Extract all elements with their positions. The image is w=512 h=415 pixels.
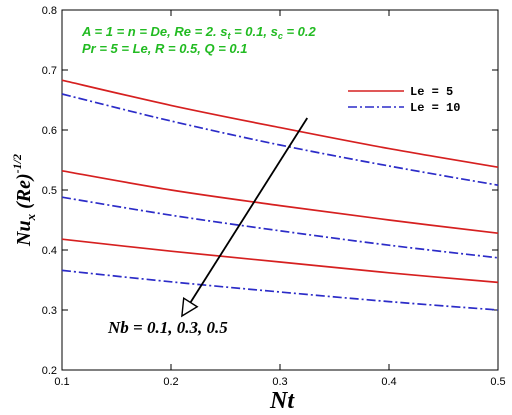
nb-annotation: Nb = 0.1, 0.3, 0.5	[107, 318, 228, 337]
parameter-line-1: A = 1 = n = De, Re = 2. st = 0.1, sc = 0…	[81, 24, 317, 41]
legend-label-le-5: Le = 5	[410, 85, 453, 99]
plot-frame	[61, 9, 499, 371]
y-axis-title: Nux (Re)-1/2	[10, 154, 38, 247]
y-tick-label: 0.5	[42, 185, 57, 197]
x-tick-label: 0.2	[163, 376, 178, 388]
series-le-10-nb-0_1	[61, 93, 499, 187]
series-le-10-nb-0_3	[61, 196, 499, 259]
plot-area	[61, 9, 499, 371]
x-tick-label: 0.3	[272, 376, 287, 388]
parameter-line-2: Pr = 5 = Le, R = 0.5, Q = 0.1	[82, 41, 247, 56]
y-axis-ticks: 0.2 0.3 0.4 0.5 0.6 0.7 0.8	[42, 5, 498, 377]
y-tick-label: 0.8	[42, 5, 57, 17]
x-tick-label: 0.4	[381, 376, 396, 388]
y-tick-label: 0.2	[42, 365, 57, 377]
legend: Le = 5 Le = 10	[348, 85, 460, 115]
x-axis-ticks: 0.1 0.2 0.3 0.4 0.5	[54, 10, 506, 388]
series-le-5-nb-0_3	[61, 169, 499, 235]
x-axis-title: Nt	[269, 388, 295, 414]
series-le-5-nb-0_1	[61, 79, 499, 169]
nb-arrow	[189, 117, 309, 303]
x-tick-label: 0.1	[54, 376, 69, 388]
nb-arrowhead	[181, 297, 199, 318]
series-le-10-nb-0_5	[61, 269, 499, 311]
legend-label-le-10: Le = 10	[410, 101, 460, 115]
y-tick-label: 0.7	[42, 65, 57, 77]
y-tick-label: 0.6	[42, 125, 57, 137]
series-layer	[61, 79, 499, 311]
series-le-5-nb-0_5	[61, 238, 499, 284]
x-tick-label: 0.5	[490, 376, 505, 388]
y-tick-label: 0.4	[42, 245, 57, 257]
y-tick-label: 0.3	[42, 305, 57, 317]
